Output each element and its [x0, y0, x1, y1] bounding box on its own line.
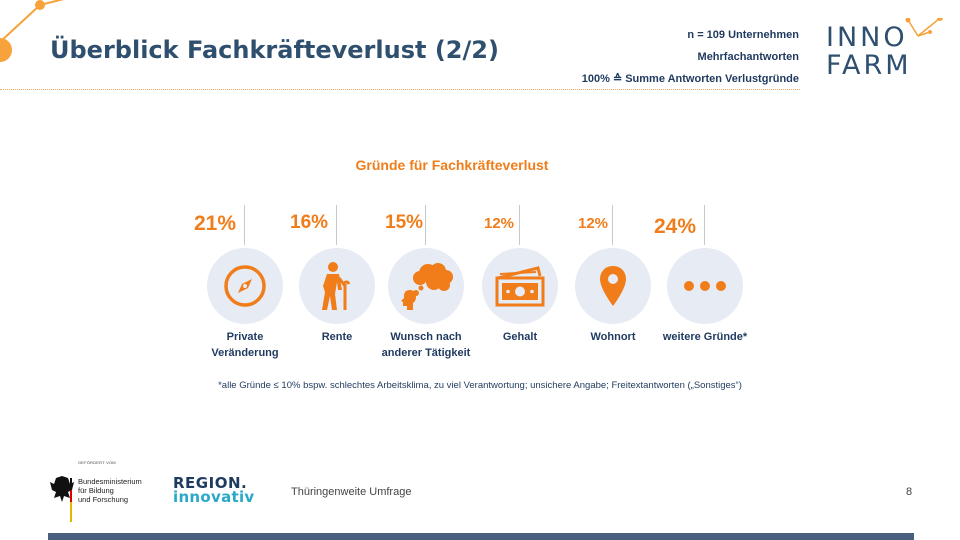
- reason-percent: 15%: [385, 212, 426, 234]
- reason-label: weitere Gründe*: [640, 329, 770, 345]
- ministry-line: und Forschung: [78, 495, 129, 504]
- meta-basis: 100% ≙ Summe Antworten Verlustgründe: [581, 73, 799, 85]
- reason-circle: [299, 248, 375, 324]
- reason-label: Rente: [272, 329, 402, 345]
- reason-label: Private Veränderung: [180, 329, 310, 361]
- corner-network-decoration: [0, 0, 65, 62]
- elderly-person-icon: [322, 262, 351, 310]
- reason-percent: 12%: [578, 215, 611, 232]
- funded-by-label: GEFÖRDERT VOM: [78, 460, 116, 465]
- region-logo-line1: REGION.: [173, 474, 248, 492]
- survey-meta: n = 109 Unternehmen Mehrfachantworten 10…: [582, 28, 799, 94]
- tick-line: [704, 205, 705, 245]
- more-dots-icon: [684, 281, 726, 291]
- tick-line: [612, 205, 613, 245]
- federal-eagle-icon: [50, 476, 74, 522]
- reason-label: Gehalt: [455, 329, 585, 345]
- region-logo-line2: innovativ: [173, 488, 255, 506]
- tick-line: [425, 205, 426, 245]
- bmbf-logo: Bundesministerium für Bildung und Forsch…: [48, 474, 158, 524]
- ministry-name: Bundesministerium für Bildung und Forsch…: [78, 477, 142, 504]
- reason-label-line: Wunsch nach: [390, 331, 462, 343]
- reason-percent: 12%: [484, 215, 517, 232]
- money-icon: [495, 266, 545, 307]
- reason-label-line: Gehalt: [502, 331, 538, 343]
- reason-label-line: Veränderung: [211, 347, 279, 359]
- page-number: 8: [906, 486, 913, 498]
- reason-label-line: anderer Tätigkeit: [381, 347, 471, 359]
- reason-circle: [575, 248, 651, 324]
- footer-bar: [48, 533, 914, 540]
- reason-label-line: Private: [226, 331, 264, 343]
- reason-circle: [388, 248, 464, 324]
- reason-label-line: Rente: [321, 331, 353, 343]
- reason-percent: 21%: [194, 212, 239, 236]
- meta-sample-size: n = 109 Unternehmen: [687, 29, 799, 41]
- tick-line: [336, 205, 337, 245]
- tick-line: [244, 205, 245, 245]
- reason-label: Wohnort: [548, 329, 678, 345]
- page-title: Überblick Fachkräfteverlust (2/2): [50, 36, 499, 64]
- innofarm-logo: INNO FARM: [826, 18, 944, 82]
- location-pin-icon: [600, 266, 626, 306]
- survey-label: Thüringenweite Umfrage: [291, 486, 412, 498]
- logo-line2: FARM: [826, 50, 912, 81]
- reason-percent: 24%: [654, 215, 699, 239]
- reason-circle: [667, 248, 743, 324]
- reason-label: Wunsch nach anderer Tätigkeit: [361, 329, 491, 361]
- logo-line1: INNO: [826, 22, 908, 53]
- header-divider: [0, 89, 800, 90]
- meta-multiple-answers: Mehrfachantworten: [697, 51, 799, 63]
- section-title: Gründe für Fachkräfteverlust: [355, 157, 549, 173]
- reason-label-line: Wohnort: [590, 331, 636, 343]
- reason-label-line: weitere Gründe*: [662, 331, 748, 343]
- ministry-line: Bundesministerium: [78, 477, 142, 486]
- reason-circle: [482, 248, 558, 324]
- thinking-head-icon: [401, 263, 453, 310]
- footnote: *alle Gründe ≤ 10% bspw. schlechtes Arbe…: [218, 380, 742, 391]
- logo-network-icon: [905, 18, 943, 37]
- compass-icon: [224, 265, 266, 307]
- tick-line: [519, 205, 520, 245]
- ministry-line: für Bildung: [78, 486, 114, 495]
- region-innovativ-logo: REGION. innovativ: [173, 474, 255, 506]
- reason-circle: [207, 248, 283, 324]
- reason-percent: 16%: [290, 212, 331, 234]
